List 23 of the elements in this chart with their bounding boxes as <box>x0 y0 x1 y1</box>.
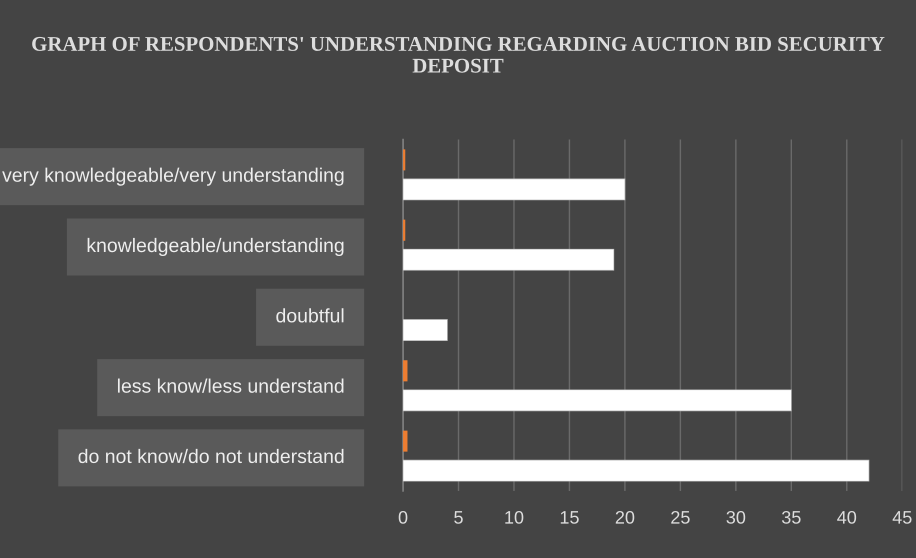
bar <box>403 178 626 200</box>
bar <box>403 360 408 382</box>
x-tick-label: 0 <box>398 510 408 524</box>
x-tick-label: 10 <box>505 510 524 524</box>
bar <box>403 319 448 341</box>
y-tick-label: less know/less understand <box>118 378 344 393</box>
bar <box>403 389 792 412</box>
x-tick-label: 25 <box>671 510 690 524</box>
y-tick-label: do not know/do not understand <box>78 448 344 464</box>
x-tick-label: 30 <box>726 510 746 524</box>
x-tick-label: 20 <box>616 510 634 524</box>
x-tick-label: 40 <box>837 510 856 524</box>
x-tick-label: 15 <box>560 511 579 524</box>
x-tick-label: 5 <box>454 511 463 524</box>
bar <box>403 248 614 271</box>
y-tick-label: knowledgeable/understanding <box>88 238 344 256</box>
chart-title: GRAPH OF RESPONDENTS' UNDERSTANDING REGARDING AUCTION BID SECURITY DEPOSIT <box>32 36 884 73</box>
y-tick-label: doubtful <box>276 308 344 323</box>
x-tick-label: 35 <box>782 510 801 524</box>
bar <box>403 430 408 452</box>
x-tick-label: 45 <box>892 511 912 524</box>
bar <box>403 460 870 482</box>
y-tick-label: very knowledgeable/very understanding <box>2 168 344 186</box>
